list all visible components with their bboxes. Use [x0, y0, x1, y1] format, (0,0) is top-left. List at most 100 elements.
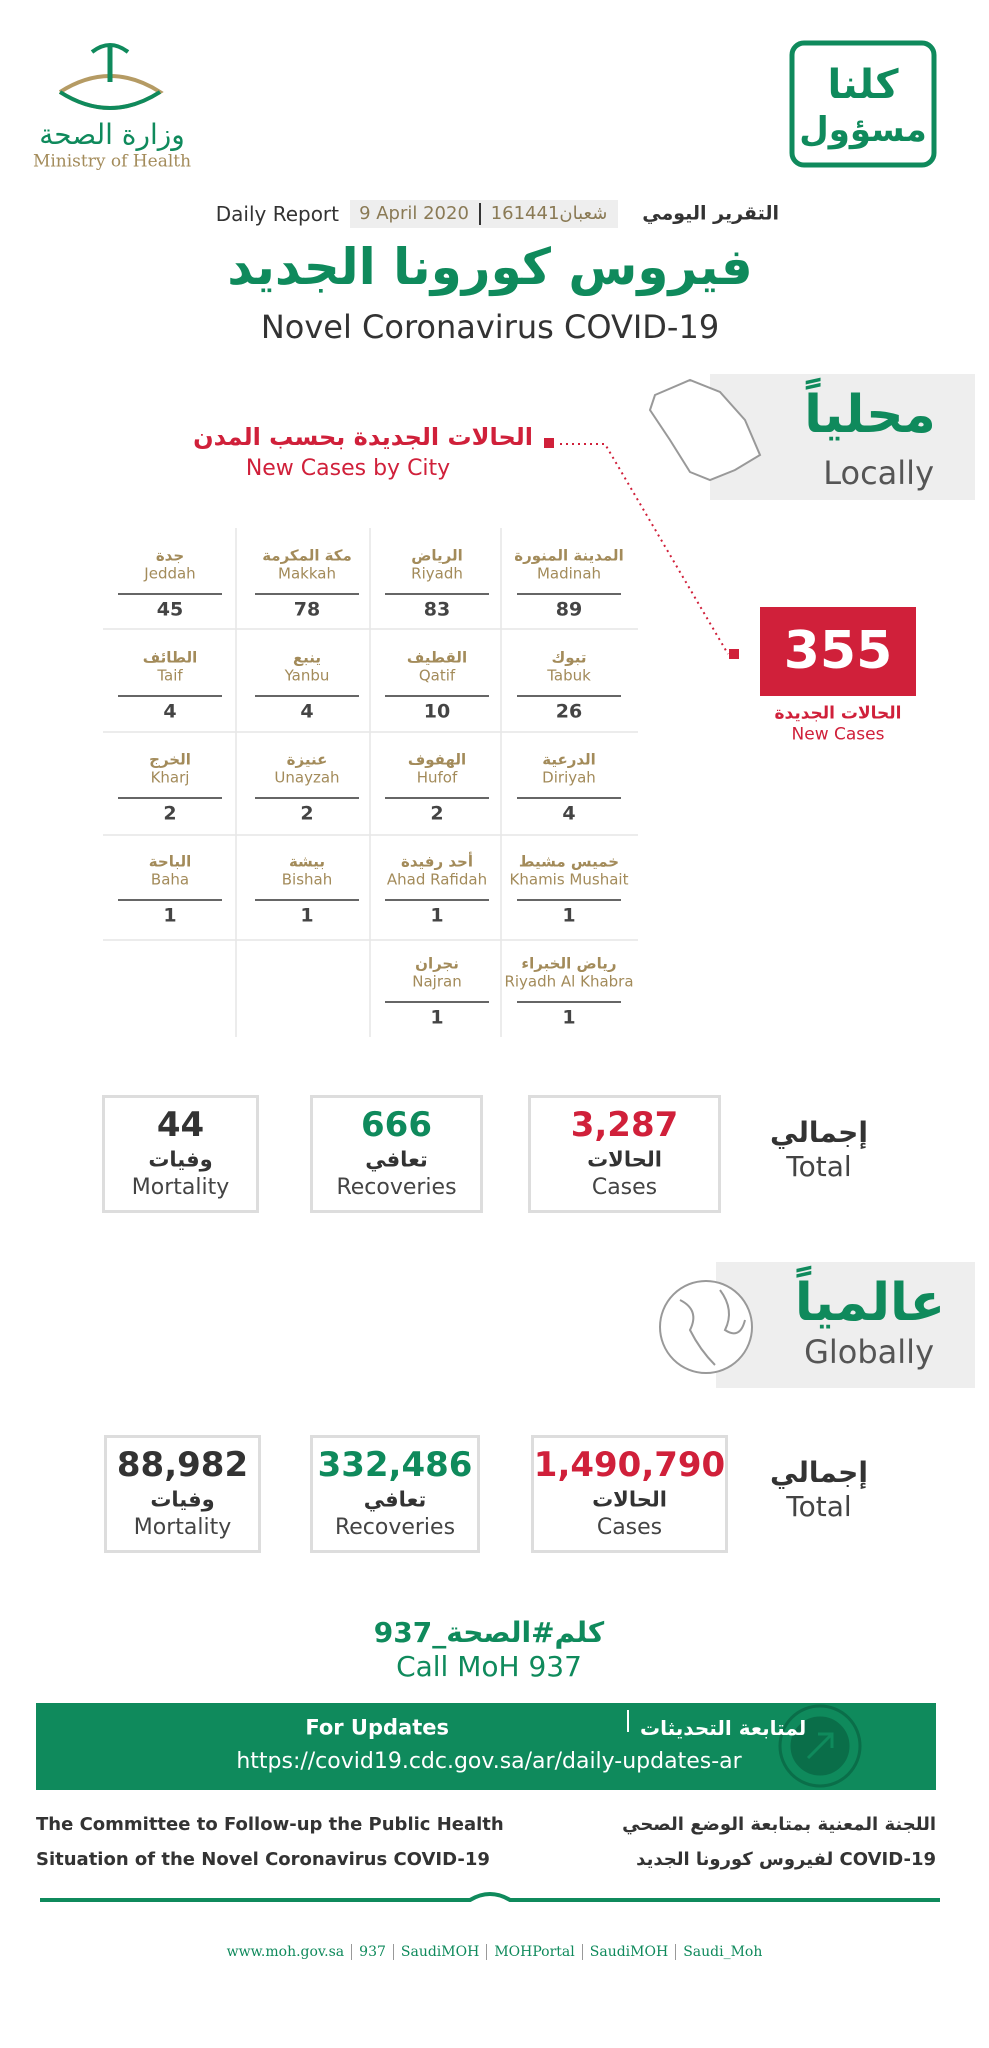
city-underline [517, 1001, 621, 1003]
stat-box [310, 1435, 480, 1553]
footer-item: Saudi_Moh [675, 1944, 769, 1960]
total-ar: إجمالي [770, 1116, 868, 1149]
footer-item: SaudiMOH [581, 1944, 675, 1960]
new-cases-ar: الحالات الجديدة [774, 703, 902, 724]
report-ar: التقرير اليومي [642, 202, 779, 225]
updates-url: https://covid19.cdc.gov.sa/ar/daily-upda… [236, 1749, 742, 1774]
city-en: Riyadh [411, 564, 463, 583]
title-ar: فيروس كورونا الجديد [227, 238, 753, 296]
city-count: 78 [293, 598, 321, 621]
city-count: 1 [562, 1006, 576, 1029]
city-count: 1 [562, 904, 576, 927]
city-count: 89 [555, 598, 583, 621]
city-underline [255, 899, 359, 901]
city-ar: تبوك [551, 648, 587, 667]
city-en: Riyadh Al Khabra [504, 972, 634, 991]
global-bg [716, 1262, 975, 1388]
title-en: Novel Coronavirus COVID-19 [260, 308, 720, 346]
city-ar: عنيزة [286, 750, 328, 769]
city-en: Hufof [416, 768, 458, 787]
city-en: Najran [412, 972, 462, 991]
ministry-ar: وزارة الصحة [39, 118, 185, 151]
city-ar: الدرعية [542, 750, 596, 769]
city-count: 4 [163, 700, 177, 723]
city-count: 4 [300, 700, 314, 723]
report-en: Daily Report [215, 202, 339, 226]
bullet [729, 649, 739, 659]
city-underline [517, 593, 621, 595]
city-en: Diriyah [542, 768, 596, 787]
city-ar: مكة المكرمة [262, 546, 352, 565]
stat-box [528, 1095, 721, 1213]
map [648, 378, 762, 482]
city-en: Makkah [278, 564, 336, 583]
city-en: Ahad Rafidah [386, 870, 488, 889]
city-ar: جدة [155, 546, 185, 565]
city-ar: نجران [415, 954, 459, 973]
updates-en: For Updates [305, 1715, 449, 1740]
city-en: Taif [157, 666, 183, 685]
city-underline [385, 1001, 489, 1003]
new-cases: 355 [783, 621, 893, 681]
date-gregorian: 9 April 2020 [359, 203, 469, 224]
city-count: 26 [555, 700, 583, 723]
stat-ar: تعافي [365, 1147, 428, 1172]
heading-en: Globally [804, 1333, 934, 1371]
city-en: Kharj [150, 768, 190, 787]
heading-ar: محلياً [804, 385, 936, 445]
ministry-en: Ministry of Health [32, 151, 192, 172]
moh-logo [58, 43, 164, 110]
stat-ar: وفيات [148, 1147, 213, 1172]
stat-value: 332,486 [317, 1445, 473, 1485]
city-count: 1 [430, 904, 444, 927]
call-en: Call MoH 937 [396, 1650, 582, 1683]
city-en: Khamis Mushait [509, 870, 629, 889]
updates-banner [36, 1703, 936, 1790]
city-count: 45 [156, 598, 184, 621]
heading-en: Locally [823, 454, 934, 492]
city-en: Yanbu [284, 666, 330, 685]
stat-ar: تعافي [363, 1487, 427, 1512]
city-en: Bishah [281, 870, 333, 889]
city-ar: ينبع [292, 648, 322, 667]
footer-item: 937 [351, 1944, 393, 1960]
city-en: Qatif [418, 666, 456, 685]
total-en: Total [786, 1490, 852, 1523]
city-grid [103, 528, 638, 1037]
new-cases-en: New Cases [791, 724, 885, 745]
city-count: 1 [163, 904, 177, 927]
city-ar: الباحة [148, 852, 192, 871]
date-hijri: 16شعبان1441 [490, 203, 608, 224]
stat-value: 666 [361, 1105, 432, 1145]
stat-box [102, 1095, 259, 1213]
city-underline [385, 899, 489, 901]
city-underline [385, 695, 489, 697]
stat-value: 44 [156, 1105, 205, 1145]
city-count: 1 [430, 1006, 444, 1029]
call-hashtag: كلم#الصحة_937 [373, 1616, 605, 1649]
stat-value: 3,287 [570, 1105, 679, 1145]
city-ar: خميس مشيط [518, 852, 620, 871]
stat-ar: الحالات [587, 1147, 662, 1172]
city-underline [517, 797, 621, 799]
updates-ar: لمتابعة التحديثات [640, 1716, 807, 1740]
stat-box [310, 1095, 483, 1213]
city-count: 2 [300, 802, 314, 825]
city-count: 2 [163, 802, 177, 825]
committee-en: The Committee to Follow-up the Public He… [36, 1814, 504, 1835]
local-bg [710, 374, 975, 500]
stat-value: 1,490,790 [533, 1445, 726, 1485]
city-ar: بيشة [288, 852, 326, 871]
footer-item: SaudiMOH [392, 1944, 486, 1960]
city-en: Baha [150, 870, 190, 889]
new-cases-box [760, 607, 916, 696]
committee-ar: اللجنة المعنية بمتابعة الوضع الصحي [622, 1814, 936, 1835]
stat-en: Cases [591, 1175, 658, 1200]
arrow-icon [778, 1704, 862, 1788]
city-en: Unayzah [274, 768, 340, 787]
city-ar: الطائف [142, 648, 198, 667]
city-ar: أحد رفيدة [401, 852, 473, 871]
globe [659, 1280, 753, 1374]
city-underline [385, 593, 489, 595]
